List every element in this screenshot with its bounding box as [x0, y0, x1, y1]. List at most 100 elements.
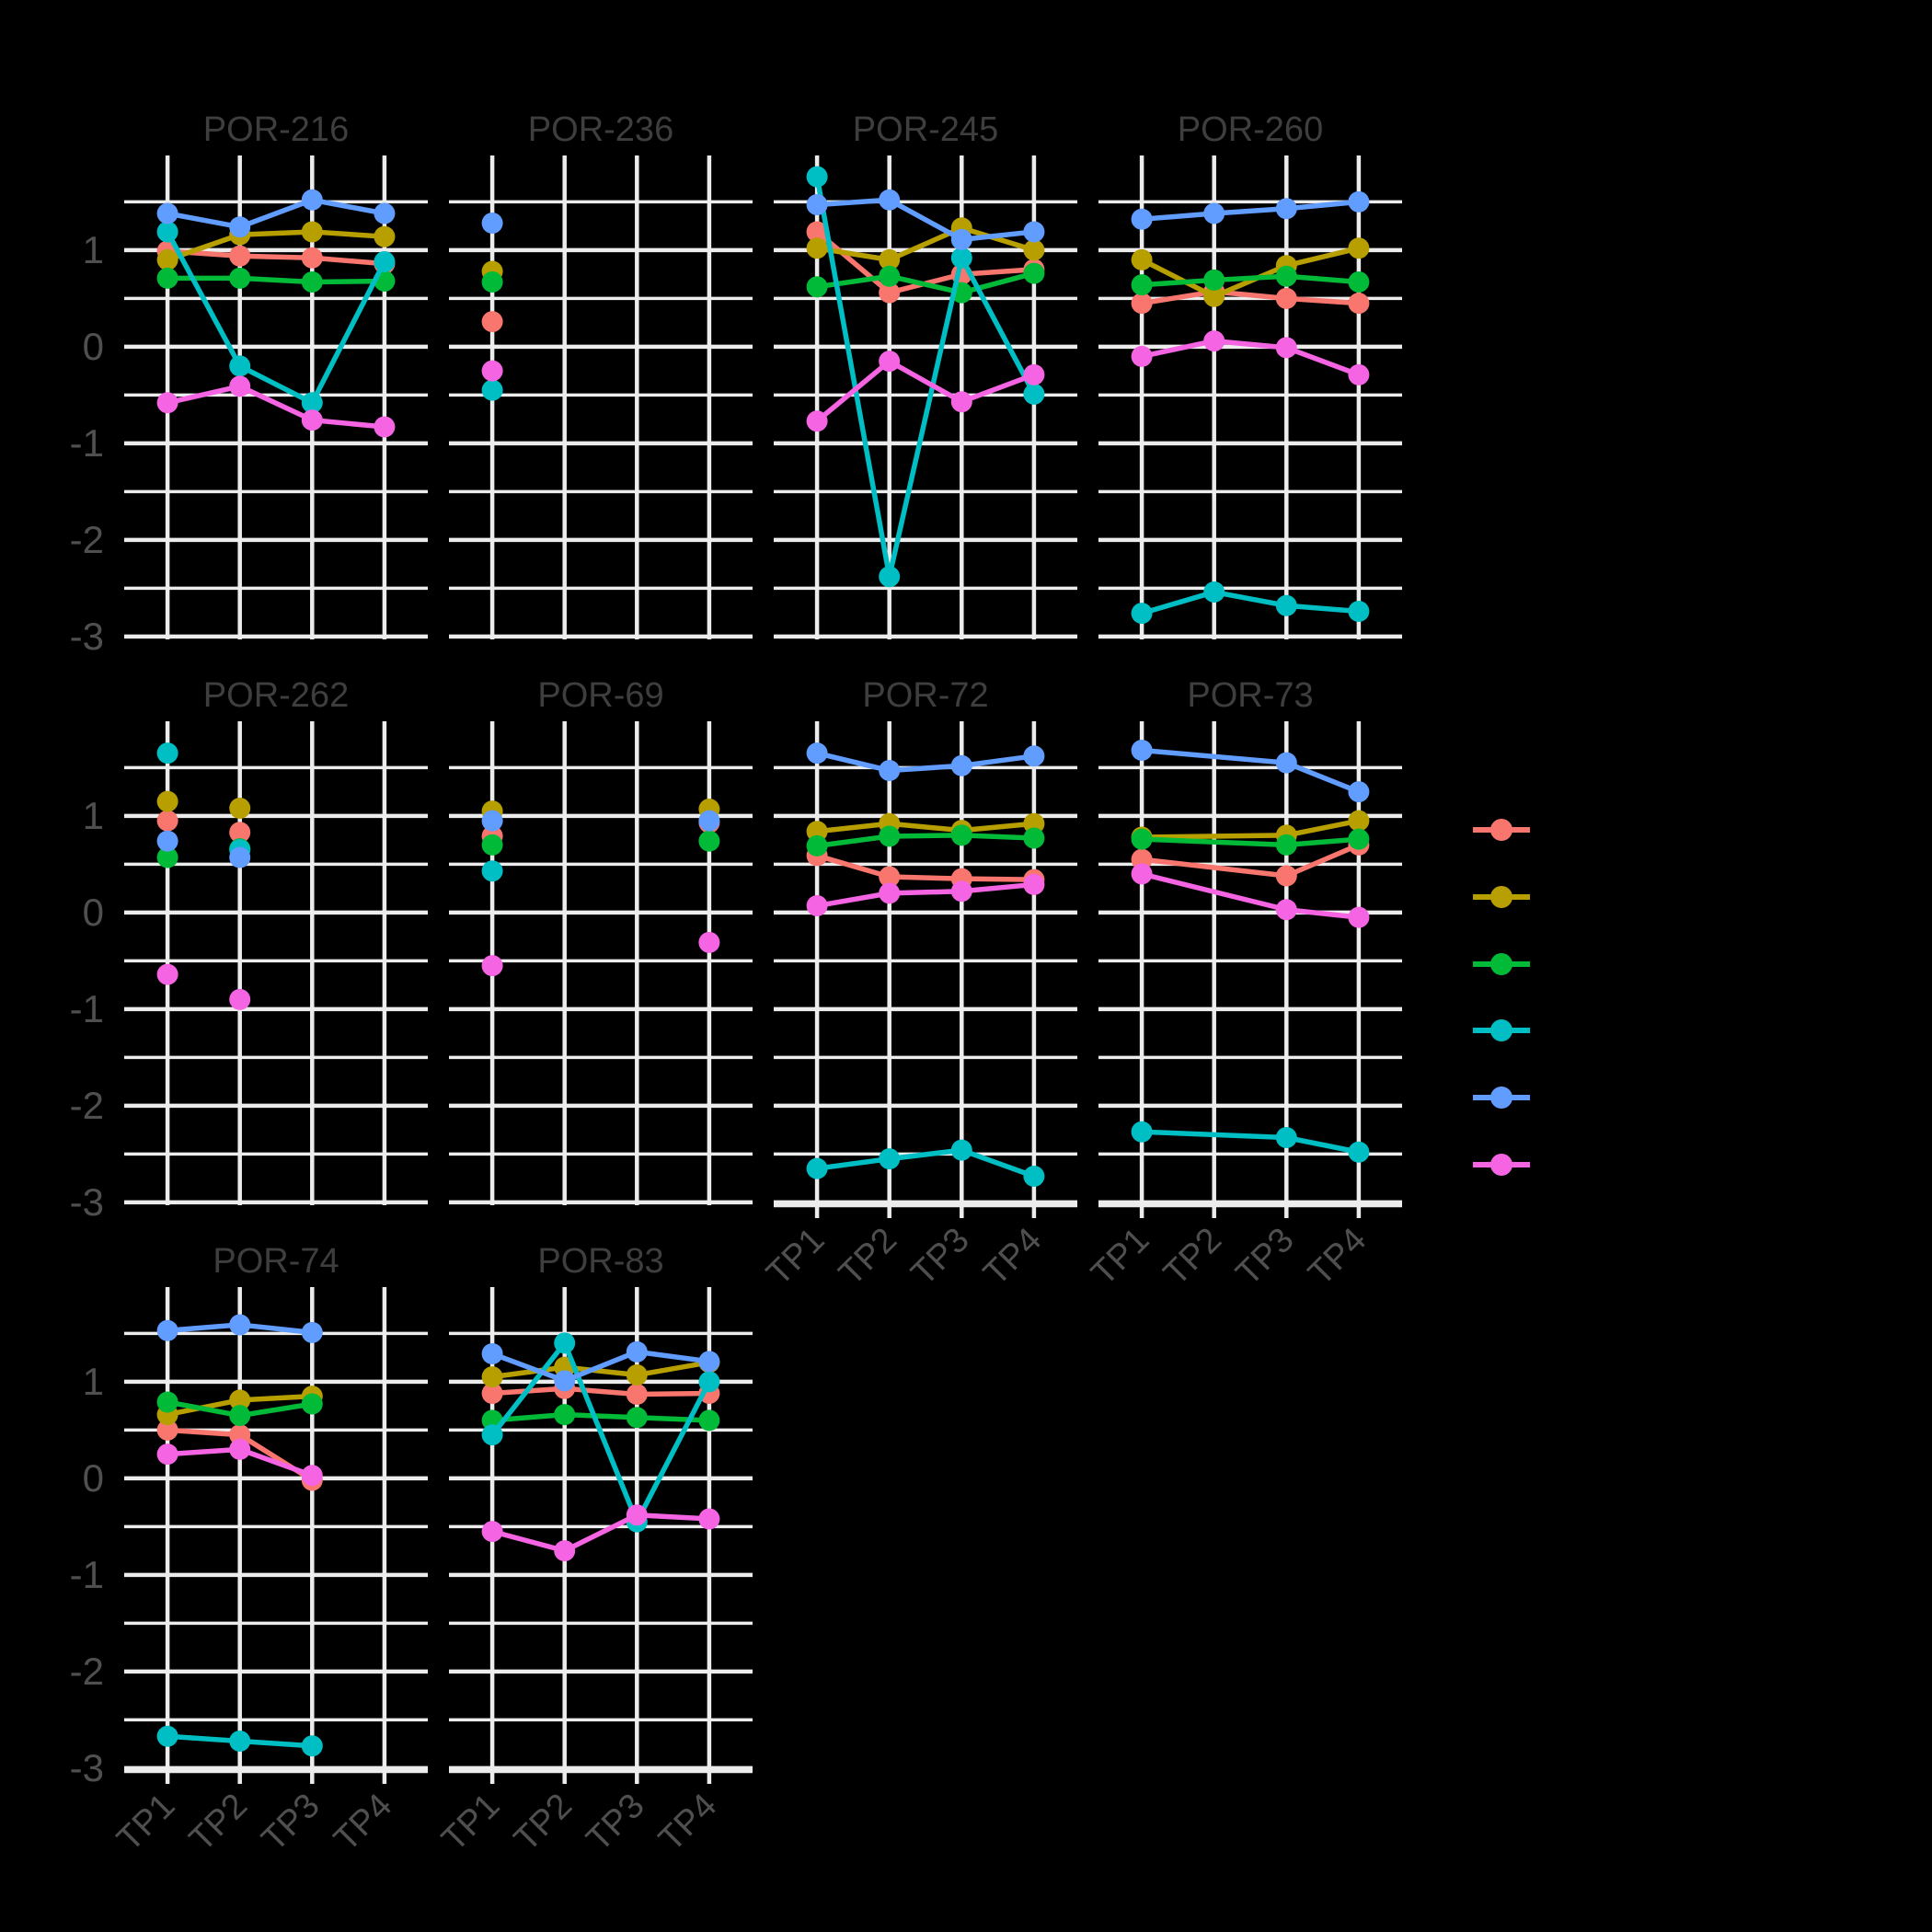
data-point-teal	[879, 1148, 901, 1170]
legend-key-point	[1490, 1087, 1512, 1109]
data-point-blue	[806, 742, 828, 765]
data-point-magenta	[1275, 899, 1297, 921]
data-point-teal	[374, 250, 396, 272]
data-point-salmon	[1131, 848, 1153, 870]
data-point-teal	[950, 247, 972, 269]
data-point-magenta	[301, 409, 323, 431]
data-point-green	[879, 825, 901, 847]
facet-panel-POR-262: 1 0 -1 -2 -3 POR-262	[70, 676, 428, 1224]
data-point-magenta	[950, 880, 972, 903]
data-point-salmon	[1275, 287, 1297, 309]
data-point-blue	[554, 1370, 576, 1392]
y-tick-label: -2	[70, 518, 104, 561]
data-point-teal	[554, 1332, 576, 1354]
facet-title: POR-69	[537, 676, 663, 715]
data-point-teal	[806, 1157, 828, 1179]
data-point-blue	[156, 1319, 178, 1341]
data-point-gold	[626, 1364, 648, 1386]
data-point-teal	[229, 355, 251, 377]
data-point-salmon	[879, 866, 901, 888]
data-point-magenta	[481, 955, 503, 977]
legend-key-point	[1490, 953, 1512, 975]
data-point-salmon	[229, 245, 251, 267]
data-point-green	[156, 1391, 178, 1413]
data-point-blue	[950, 754, 972, 776]
data-point-magenta	[301, 1465, 323, 1487]
data-point-magenta	[1348, 906, 1370, 928]
series-line-gold	[1139, 246, 1362, 300]
data-point-green	[806, 276, 828, 298]
data-point-blue	[156, 202, 178, 224]
data-point-blue	[156, 830, 178, 852]
data-point-teal	[156, 221, 178, 243]
y-tick-label: -2	[70, 1650, 104, 1693]
series-line-teal	[165, 229, 387, 406]
data-point-magenta	[1275, 337, 1297, 359]
series-line-teal	[1139, 589, 1362, 616]
y-tick-label: -1	[70, 987, 104, 1030]
data-point-green	[481, 271, 503, 293]
data-point-gold	[1348, 237, 1370, 259]
data-point-blue	[698, 810, 720, 832]
data-point-blue	[481, 212, 503, 234]
y-tick-label: 0	[83, 1456, 104, 1500]
data-point-green	[879, 265, 901, 287]
data-point-blue	[301, 189, 323, 211]
legend-key-point	[1490, 1154, 1512, 1176]
data-point-gold	[229, 1389, 251, 1411]
series-line-magenta	[1139, 338, 1362, 378]
series-line-teal	[814, 1147, 1037, 1179]
data-point-magenta	[156, 1443, 178, 1466]
data-point-teal	[481, 379, 503, 401]
series-line-teal	[814, 174, 1037, 580]
data-point-green	[1348, 828, 1370, 850]
facet-title: POR-72	[862, 676, 988, 715]
series-line-teal	[489, 1340, 712, 1524]
y-tick-label: 0	[83, 325, 104, 368]
series-line-magenta	[814, 881, 1037, 909]
data-point-magenta	[481, 1521, 503, 1543]
data-point-blue	[626, 1340, 648, 1363]
data-point-blue	[481, 1342, 503, 1364]
data-point-green	[1275, 834, 1297, 856]
data-point-teal	[698, 1371, 720, 1393]
data-point-green	[229, 1405, 251, 1427]
data-point-green	[698, 1409, 720, 1432]
y-tick-label: -1	[70, 421, 104, 465]
y-tick-label: -3	[70, 1746, 104, 1789]
data-point-magenta	[950, 391, 972, 413]
data-point-magenta	[698, 931, 720, 953]
y-tick-label: 1	[83, 794, 104, 837]
legend-key-point	[1490, 1019, 1512, 1041]
data-point-green	[806, 834, 828, 857]
facet-panel-POR-216: 1 0 -1 -2 -3 POR-216	[70, 110, 428, 658]
data-point-blue	[1023, 745, 1045, 767]
data-point-blue	[1348, 781, 1370, 803]
data-point-green	[950, 824, 972, 846]
facet-panel-POR-69: POR-69	[449, 676, 753, 1205]
data-point-teal	[1275, 594, 1297, 616]
series-line-salmon	[1139, 289, 1362, 306]
facet-title: POR-74	[213, 1242, 339, 1281]
data-point-blue	[950, 228, 972, 250]
data-point-salmon	[1131, 293, 1153, 315]
series-line-blue	[1139, 199, 1362, 223]
data-point-magenta	[879, 882, 901, 904]
data-point-gold	[156, 248, 178, 270]
data-point-teal	[1023, 383, 1045, 405]
legend-item-salmon	[1473, 819, 1530, 841]
data-point-green	[156, 846, 178, 868]
data-point-magenta	[879, 351, 901, 373]
data-point-salmon	[301, 247, 323, 269]
data-point-magenta	[1348, 363, 1370, 385]
data-point-blue	[1275, 198, 1297, 220]
data-point-green	[1023, 827, 1045, 849]
facet-title: POR-236	[528, 110, 673, 149]
series-line-blue	[814, 750, 1037, 774]
y-tick-label: -1	[70, 1553, 104, 1596]
data-point-green	[301, 271, 323, 293]
data-point-magenta	[374, 416, 396, 438]
data-point-green	[698, 830, 720, 852]
